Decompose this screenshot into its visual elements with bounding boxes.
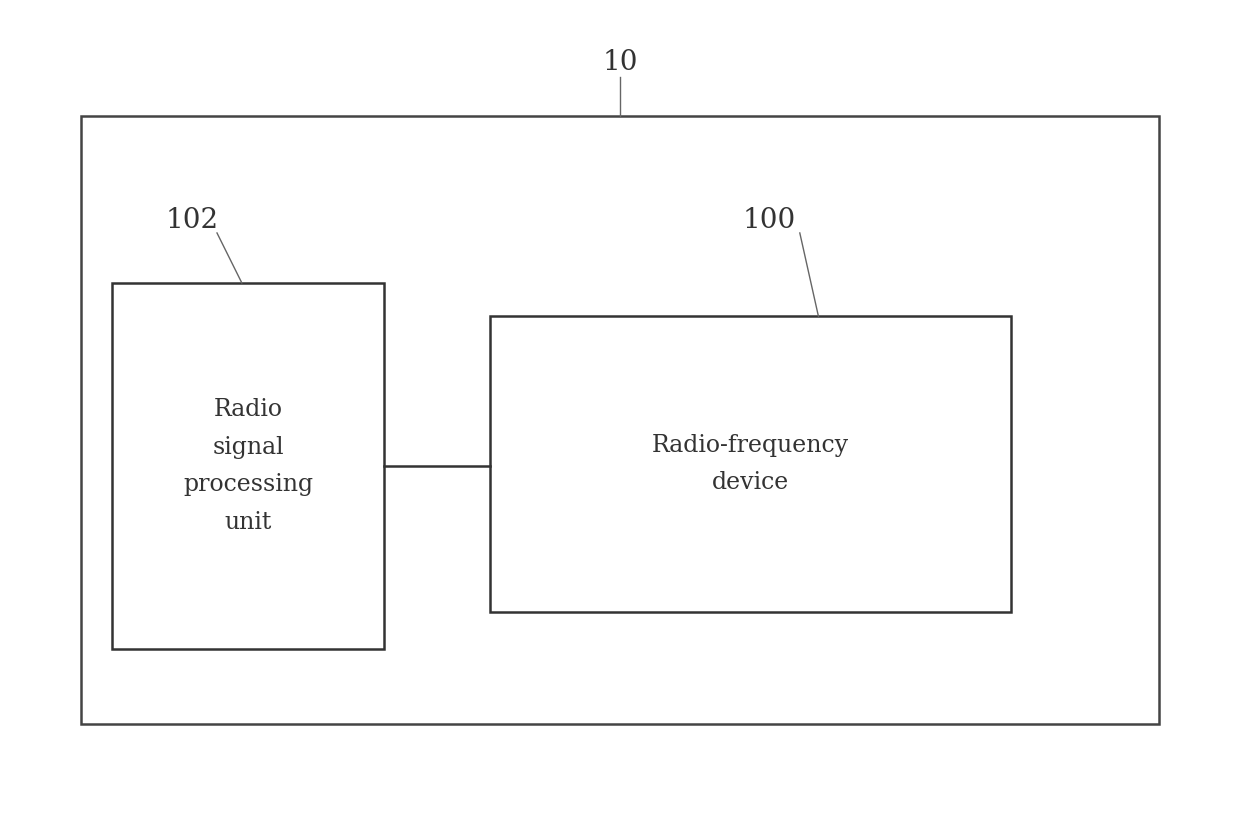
Bar	[490, 316, 1011, 612]
Bar	[81, 116, 1159, 724]
Text: 100: 100	[743, 207, 795, 234]
Text: 102: 102	[166, 207, 218, 234]
Text: Radio
signal
processing
unit: Radio signal processing unit	[184, 399, 312, 533]
Bar	[112, 283, 384, 649]
Text: Radio-frequency
device: Radio-frequency device	[652, 434, 848, 494]
Text: 10: 10	[603, 49, 637, 76]
